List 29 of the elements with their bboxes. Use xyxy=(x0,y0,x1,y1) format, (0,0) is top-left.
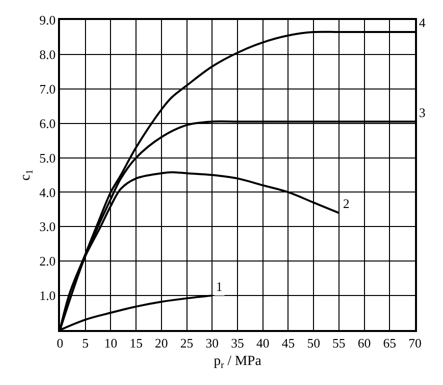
x-tick-label: 0 xyxy=(56,335,64,350)
x-tick-label: 60 xyxy=(358,335,371,350)
x-tick-label: 30 xyxy=(206,335,219,350)
y-tick-label: 4.0 xyxy=(39,184,56,200)
x-tick-label: 20 xyxy=(154,335,168,350)
x-tick-label: 45 xyxy=(282,335,295,350)
x-tick-label: 25 xyxy=(180,335,194,350)
y-tick-label: 2.0 xyxy=(39,254,56,269)
x-tick-label: 15 xyxy=(130,335,143,350)
x-axis-title: p$_{r}$ / MPa xyxy=(214,354,262,372)
x-tick-label: 55 xyxy=(332,335,346,350)
annotation: 4 xyxy=(419,15,426,30)
annotation: 2 xyxy=(343,196,350,211)
annotation: 3 xyxy=(419,105,426,120)
y-tick-label: 8.0 xyxy=(39,46,56,62)
y-tick-label: 1.0 xyxy=(39,288,56,304)
x-tick-label: 10 xyxy=(104,335,118,350)
x-tick-label: 65 xyxy=(383,335,396,350)
y-tick-label: 5.0 xyxy=(39,150,56,166)
x-tick-label: 50 xyxy=(307,335,320,350)
y-tick-label: 6.0 xyxy=(39,116,56,131)
x-tick-label: 35 xyxy=(231,335,244,350)
y-tick-label: 3.0 xyxy=(39,219,56,234)
annotation: 1 xyxy=(216,279,222,294)
x-tick-label: 70 xyxy=(408,335,422,350)
y-tick-label: 7.0 xyxy=(39,81,56,96)
x-tick-label: 5 xyxy=(82,335,89,350)
y-tick-label: 9.0 xyxy=(39,12,56,28)
x-tick-label: 40 xyxy=(256,335,270,350)
